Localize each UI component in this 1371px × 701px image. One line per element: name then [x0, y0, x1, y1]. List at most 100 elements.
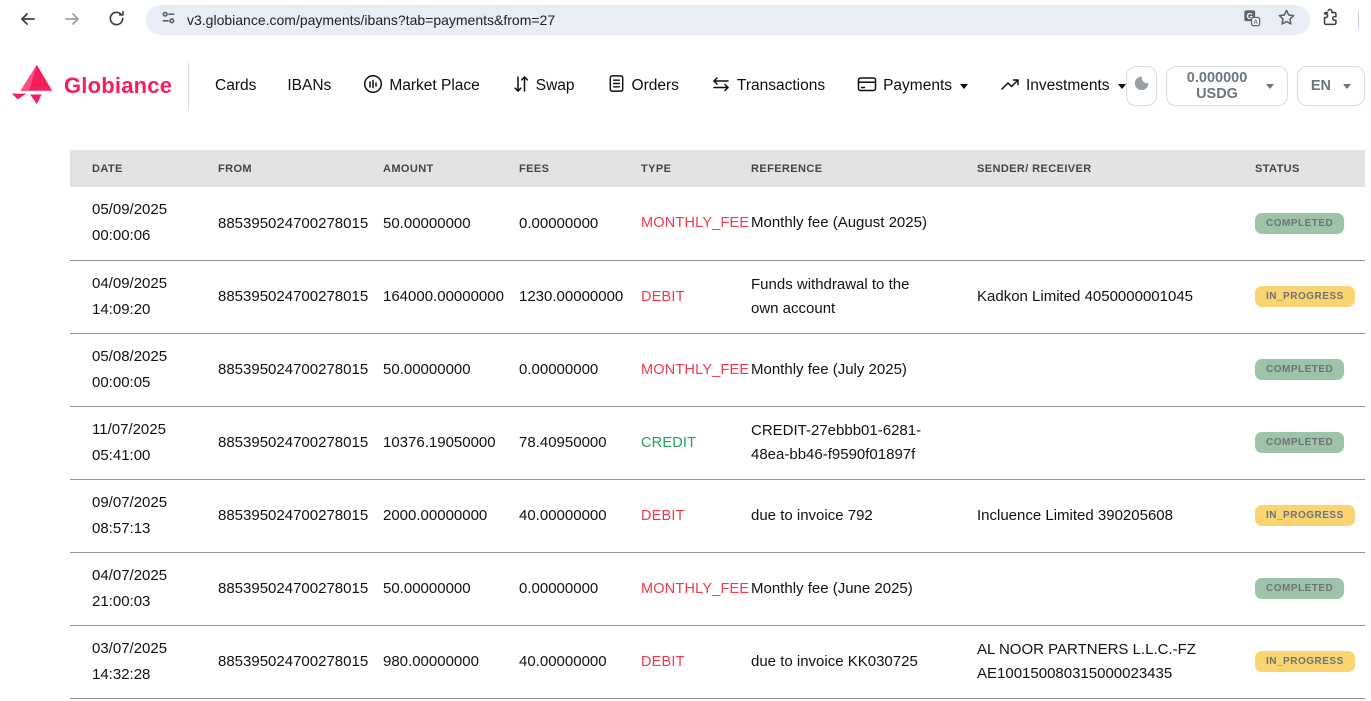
- cell-amount: 50.00000000: [361, 333, 497, 407]
- cell-status: IN_PROGRESS: [1233, 479, 1365, 553]
- nav-label: Transactions: [736, 77, 826, 94]
- table-row: 05/09/2025 00:00:06 885395024700278015 5…: [70, 187, 1365, 261]
- nav-label: Payments: [883, 77, 952, 94]
- status-badge: COMPLETED: [1255, 578, 1345, 599]
- header-divider: [188, 63, 190, 109]
- cell-fees: 78.40950000: [497, 406, 619, 480]
- cell-from: 885395024700278015: [196, 406, 368, 480]
- cell-type: MONTHLY_FEE: [619, 333, 749, 407]
- cell-sender-receiver: Kadkon Limited 4050000001045: [955, 260, 1233, 334]
- nav-item-ibans[interactable]: IBANs: [287, 77, 331, 95]
- address-bar[interactable]: v3.globiance.com/payments/ibans?tab=paym…: [146, 5, 1310, 35]
- cell-from: 885395024700278015: [196, 260, 368, 334]
- cell-sender-receiver: [955, 187, 1233, 261]
- table-row: 11/07/2025 05:41:00 885395024700278015 1…: [70, 406, 1365, 480]
- cell-type: CREDIT: [619, 406, 729, 480]
- investments-icon: [999, 73, 1021, 100]
- browser-forward-button[interactable]: [56, 4, 88, 36]
- header-controls: 0.000000 USDG EN: [1125, 66, 1365, 106]
- swap-icon: [511, 73, 531, 100]
- cell-status: IN_PROGRESS: [1233, 625, 1365, 699]
- column-header-type: TYPE: [619, 150, 729, 187]
- nav-label: Investments: [1026, 77, 1110, 94]
- cell-date: 04/07/2025 21:00:03: [70, 552, 196, 626]
- status-badge: IN_PROGRESS: [1255, 505, 1355, 526]
- cell-sender-receiver: [955, 333, 1233, 407]
- nav-label: Cards: [215, 77, 257, 94]
- nav-label: Orders: [631, 77, 679, 94]
- nav-label: Swap: [535, 77, 575, 94]
- column-header-reference: REFERENCE: [729, 150, 955, 187]
- cell-fees: 0.00000000: [497, 552, 619, 626]
- language-dropdown[interactable]: EN: [1296, 66, 1365, 106]
- cell-sender-receiver: [955, 552, 1233, 626]
- cell-reference: Monthly fee (July 2025): [729, 333, 955, 407]
- chevron-down-icon: [1117, 83, 1126, 89]
- cell-fees: 40.00000000: [497, 479, 619, 553]
- globiance-logo[interactable]: Globiance: [10, 61, 172, 112]
- cell-from: 885395024700278015: [196, 625, 368, 699]
- app-header: Globiance Cards IBANs Market Place Swap …: [0, 40, 1371, 132]
- cell-from: 885395024700278015: [196, 333, 368, 407]
- cell-fees: 0.00000000: [497, 187, 619, 261]
- chevron-down-icon: [1265, 83, 1274, 89]
- table-row: 04/07/2025 21:00:03 885395024700278015 5…: [70, 552, 1365, 626]
- cell-type: DEBIT: [619, 260, 729, 334]
- nav-item-market-place[interactable]: Market Place: [362, 73, 480, 100]
- column-header-sender-receiver: SENDER/ RECEIVER: [955, 150, 1233, 187]
- status-badge: COMPLETED: [1255, 432, 1345, 453]
- browser-back-button[interactable]: [12, 4, 44, 36]
- bookmark-star-icon[interactable]: [1277, 8, 1296, 32]
- nav-item-investments[interactable]: Investments: [999, 73, 1126, 100]
- browser-toolbar: v3.globiance.com/payments/ibans?tab=paym…: [0, 0, 1371, 40]
- main-nav: Cards IBANs Market Place Swap Orders: [215, 73, 1126, 100]
- cell-amount: 980.00000000: [361, 625, 497, 699]
- svg-text:G: G: [1247, 11, 1253, 20]
- column-header-date: DATE: [70, 150, 196, 187]
- cell-type: DEBIT: [619, 479, 729, 553]
- nav-item-swap[interactable]: Swap: [511, 73, 575, 100]
- nav-item-transactions[interactable]: Transactions: [710, 73, 825, 100]
- extensions-icon[interactable]: [1320, 8, 1340, 33]
- cell-sender-receiver: [955, 406, 1233, 480]
- site-info-icon[interactable]: [160, 9, 177, 31]
- nav-item-payments[interactable]: Payments: [856, 73, 968, 100]
- column-header-amount: AMOUNT: [361, 150, 497, 187]
- table-header-row: DATE FROM AMOUNT FEES TYPE REFERENCE SEN…: [70, 150, 1365, 187]
- payments-icon: [856, 73, 878, 100]
- table-row: 04/09/2025 14:09:20 885395024700278015 1…: [70, 260, 1365, 334]
- cell-status: COMPLETED: [1233, 333, 1365, 407]
- cell-date: 04/09/2025 14:09:20: [70, 260, 196, 334]
- cell-status: COMPLETED: [1233, 406, 1365, 480]
- chevron-down-icon: [1343, 83, 1351, 89]
- column-header-fees: FEES: [497, 150, 619, 187]
- cell-fees: 0.00000000: [497, 333, 619, 407]
- column-header-status: STATUS: [1233, 150, 1365, 187]
- nav-item-cards[interactable]: Cards: [215, 77, 256, 95]
- cell-status: COMPLETED: [1233, 187, 1365, 261]
- table-row: 09/07/2025 08:57:13 885395024700278015 2…: [70, 479, 1365, 553]
- nav-item-orders[interactable]: Orders: [606, 73, 679, 99]
- cell-reference: Monthly fee (August 2025): [729, 187, 955, 261]
- cell-date: 03/07/2025 14:32:28: [70, 625, 196, 699]
- payments-table: DATE FROM AMOUNT FEES TYPE REFERENCE SEN…: [70, 150, 1365, 699]
- browser-reload-button[interactable]: [100, 4, 132, 36]
- toolbar-divider: [1358, 11, 1359, 29]
- cell-amount: 10376.19050000: [361, 406, 497, 480]
- balance-dropdown[interactable]: 0.000000 USDG: [1166, 66, 1288, 106]
- dark-mode-toggle[interactable]: [1125, 66, 1158, 106]
- chevron-down-icon: [960, 83, 968, 89]
- cell-reference: due to invoice 792: [729, 479, 955, 553]
- status-badge: IN_PROGRESS: [1255, 651, 1355, 672]
- globiance-logo-icon: [10, 61, 56, 112]
- cell-date: 05/09/2025 00:00:06: [70, 187, 196, 261]
- nav-label: IBANs: [287, 77, 332, 94]
- cell-sender-receiver: Incluence Limited 390205608: [955, 479, 1233, 553]
- status-badge: COMPLETED: [1255, 359, 1345, 380]
- url-text: v3.globiance.com/payments/ibans?tab=paym…: [187, 12, 556, 28]
- back-arrow-icon: [18, 9, 38, 32]
- cell-reference: due to invoice KK030725: [729, 625, 955, 699]
- table-row: 05/08/2025 00:00:05 885395024700278015 5…: [70, 333, 1365, 407]
- status-badge: COMPLETED: [1255, 212, 1345, 234]
